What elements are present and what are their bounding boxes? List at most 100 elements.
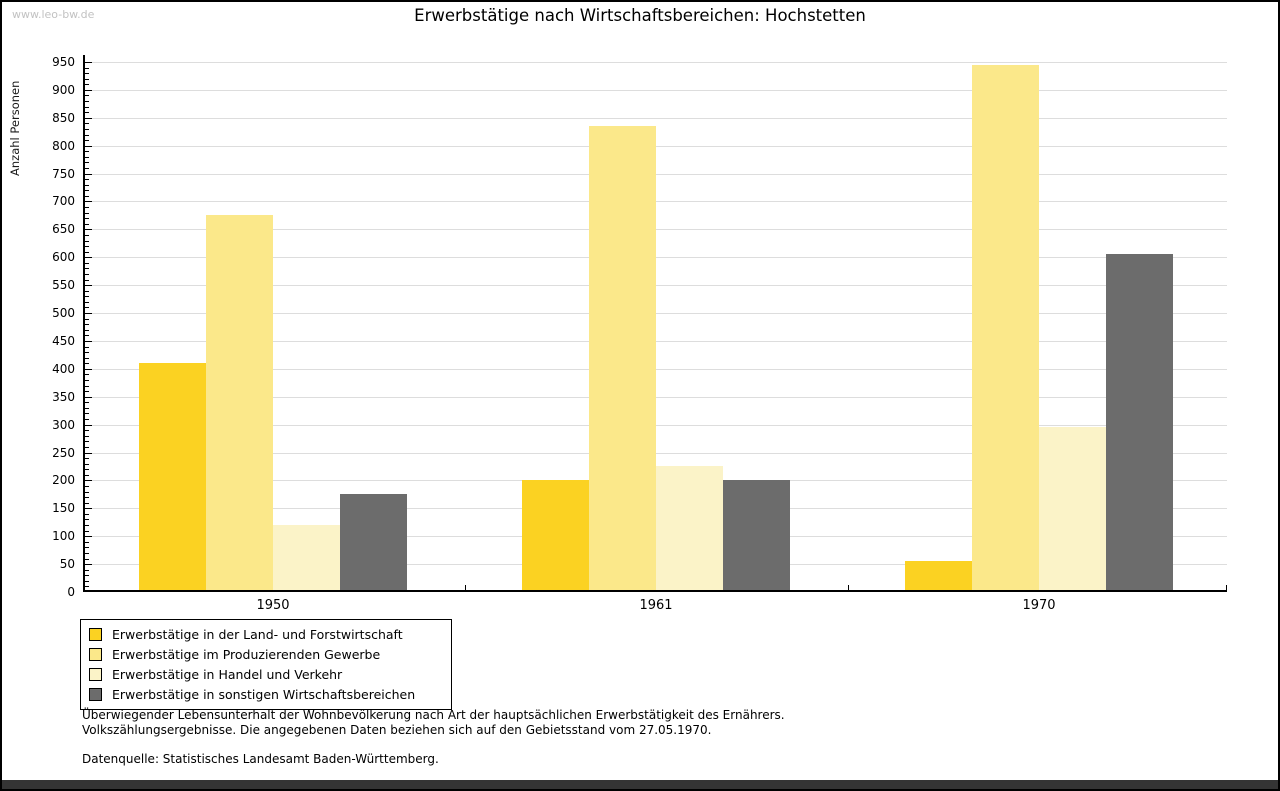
y-minor-tick: [85, 296, 89, 297]
y-minor-tick: [85, 469, 89, 470]
y-major-tick: [85, 146, 92, 147]
y-minor-tick: [85, 352, 89, 353]
legend-swatch: [89, 647, 102, 661]
y-minor-tick: [85, 241, 89, 242]
y-minor-tick: [85, 129, 89, 130]
y-tick-label: 650: [52, 222, 75, 237]
y-minor-tick: [85, 73, 89, 74]
legend-item: Erwerbstätige in der Land- und Forstwirt…: [89, 624, 443, 644]
y-major-tick: [85, 118, 92, 119]
y-minor-tick: [85, 492, 89, 493]
legend-item: Erwerbstätige in Handel und Verkehr: [89, 664, 443, 684]
y-tick-label: 600: [52, 250, 75, 265]
legend-label: Erwerbstätige in der Land- und Forstwirt…: [112, 626, 403, 642]
x-tick: [83, 585, 84, 590]
bar-1950-1: [139, 363, 206, 592]
y-major-tick: [85, 201, 92, 202]
y-minor-tick: [85, 168, 89, 169]
y-tick-label: 400: [52, 361, 75, 376]
y-minor-tick: [85, 319, 89, 320]
data-source: Datenquelle: Statistisches Landesamt Bad…: [82, 752, 439, 766]
y-tick-label: 300: [52, 417, 75, 432]
y-minor-tick: [85, 553, 89, 554]
y-major-tick: [85, 480, 92, 481]
y-minor-tick: [85, 458, 89, 459]
y-minor-tick: [85, 95, 89, 96]
y-major-tick: [85, 425, 92, 426]
y-minor-tick: [85, 570, 89, 571]
y-minor-tick: [85, 436, 89, 437]
y-minor-tick: [85, 441, 89, 442]
y-minor-tick: [85, 335, 89, 336]
legend-label: Erwerbstätige in sonstigen Wirtschaftsbe…: [112, 686, 416, 702]
footnote-line-1: Überwiegender Lebensunterhalt der Wohnbe…: [82, 708, 785, 722]
y-minor-tick: [85, 140, 89, 141]
legend: Erwerbstätige in der Land- und Forstwirt…: [80, 619, 452, 710]
y-major-tick: [85, 397, 92, 398]
y-minor-tick: [85, 68, 89, 69]
y-minor-tick: [85, 268, 89, 269]
y-major-tick: [85, 341, 92, 342]
y-minor-tick: [85, 79, 89, 80]
y-minor-tick: [85, 413, 89, 414]
y-minor-tick: [85, 151, 89, 152]
y-major-tick: [85, 285, 92, 286]
y-minor-tick: [85, 112, 89, 113]
y-minor-tick: [85, 302, 89, 303]
y-tick-label: 200: [52, 473, 75, 488]
y-minor-tick: [85, 196, 89, 197]
x-category-label: 1961: [639, 598, 673, 613]
y-minor-tick: [85, 347, 89, 348]
y-minor-tick: [85, 246, 89, 247]
y-minor-tick: [85, 559, 89, 560]
bar-1961-2: [589, 126, 656, 592]
y-minor-tick: [85, 503, 89, 504]
y-tick-label: 100: [52, 529, 75, 544]
legend-label: Erwerbstätige im Produzierenden Gewerbe: [112, 646, 381, 662]
chart-title: Erwerbstätige nach Wirtschaftsbereichen:…: [414, 6, 866, 25]
y-minor-tick: [85, 497, 89, 498]
y-minor-tick: [85, 464, 89, 465]
y-minor-tick: [85, 358, 89, 359]
y-tick-label: 550: [52, 278, 75, 293]
y-tick-label: 900: [52, 82, 75, 97]
y-minor-tick: [85, 324, 89, 325]
y-minor-tick: [85, 291, 89, 292]
y-minor-tick: [85, 575, 89, 576]
x-category-label: 1970: [1022, 598, 1056, 613]
y-minor-tick: [85, 374, 89, 375]
y-minor-tick: [85, 419, 89, 420]
y-minor-tick: [85, 447, 89, 448]
y-minor-tick: [85, 475, 89, 476]
y-major-tick: [85, 257, 92, 258]
bottom-bar: [2, 780, 1278, 789]
legend-item: Erwerbstätige in sonstigen Wirtschaftsbe…: [89, 684, 443, 704]
y-minor-tick: [85, 486, 89, 487]
y-minor-tick: [85, 386, 89, 387]
y-minor-tick: [85, 408, 89, 409]
y-minor-tick: [85, 363, 89, 364]
legend-swatch: [89, 667, 102, 681]
y-major-tick: [85, 229, 92, 230]
legend-item: Erwerbstätige im Produzierenden Gewerbe: [89, 644, 443, 664]
y-axis-line: [83, 55, 85, 592]
bar-1961-3: [656, 466, 723, 592]
bar-1961-4: [723, 480, 790, 592]
y-minor-tick: [85, 542, 89, 543]
gridline: [84, 117, 1227, 119]
y-tick-label: 450: [52, 333, 75, 348]
x-category-label: 1950: [256, 598, 290, 613]
y-tick-label: 350: [52, 389, 75, 404]
y-minor-tick: [85, 135, 89, 136]
gridline: [84, 61, 1227, 63]
y-minor-tick: [85, 525, 89, 526]
y-minor-tick: [85, 185, 89, 186]
y-tick-label: 0: [67, 585, 75, 599]
y-minor-tick: [85, 123, 89, 124]
y-minor-tick: [85, 107, 89, 108]
y-minor-tick: [85, 207, 89, 208]
y-minor-tick: [85, 531, 89, 532]
y-minor-tick: [85, 162, 89, 163]
bar-1970-1: [905, 561, 972, 592]
